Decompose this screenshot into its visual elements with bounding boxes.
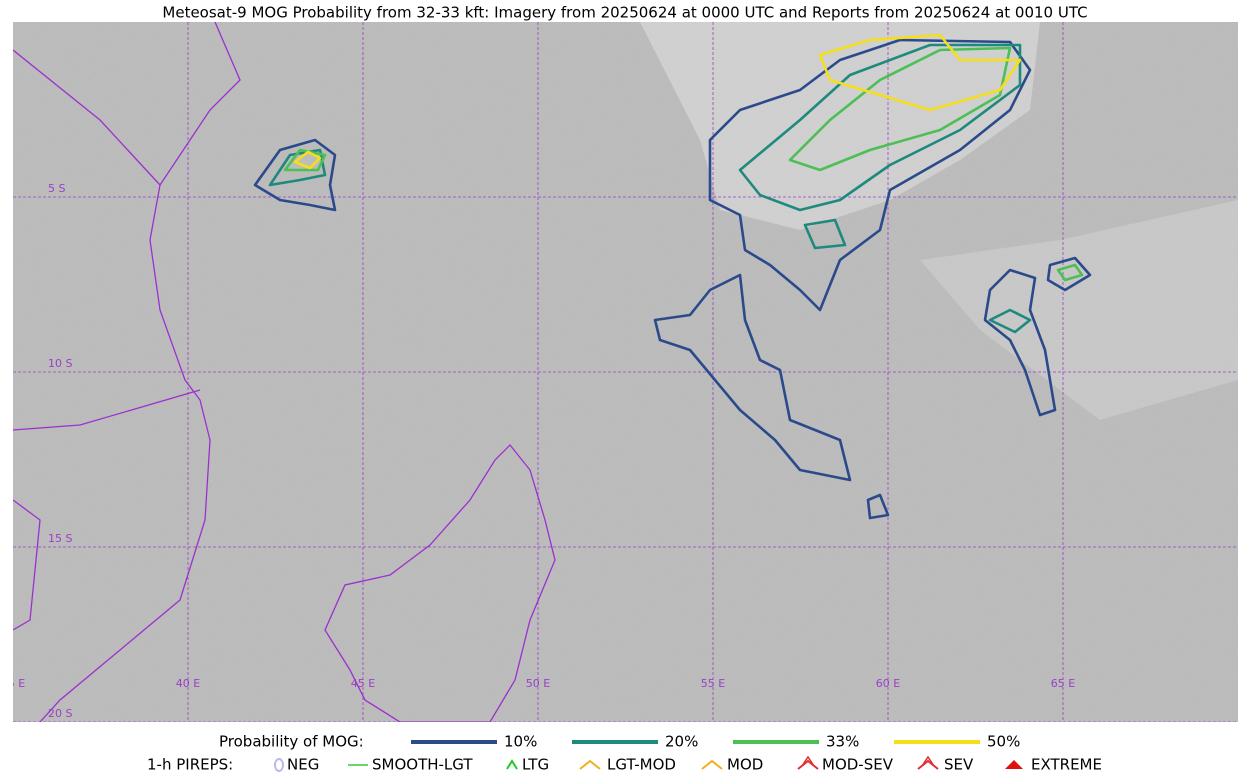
legend-label: SMOOTH-LGT — [372, 756, 473, 774]
coastline — [324, 444, 556, 722]
contour — [708, 38, 1032, 312]
border — [13, 389, 201, 631]
contour — [788, 46, 1012, 172]
lon-label: 35 E — [1, 677, 25, 690]
legend: Probability of MOG: 10% 20% 33% 50% 1-h PIREP… — [147, 733, 1102, 774]
coastline — [159, 22, 241, 186]
lat-label: 5 S — [48, 182, 65, 195]
legend-icon — [1005, 760, 1023, 769]
legend-icon — [917, 759, 939, 770]
legend-label: 50% — [987, 733, 1020, 751]
contour — [983, 268, 1057, 417]
legend-label: NEG — [287, 756, 319, 774]
map: 5 S 10 S 15 S 20 S 35 E 40 E 45 E 50 E 55 E 60 E… — [1, 22, 1238, 722]
lon-label: 65 E — [1051, 677, 1075, 690]
legend-icon — [506, 759, 518, 770]
title: Meteosat-9 MOG Probability from 32-33 kf… — [162, 4, 1087, 22]
contour — [988, 308, 1032, 334]
cloud — [920, 200, 1238, 420]
contour — [653, 273, 852, 482]
legend-label: 20% — [665, 733, 698, 751]
legend-icon — [801, 755, 815, 767]
legend-icon — [274, 758, 284, 772]
legend-label: EXTREME — [1031, 756, 1102, 774]
contour — [1046, 256, 1092, 292]
legend-label: MOD-SEV — [822, 756, 894, 774]
legend-title: Probability of MOG: — [219, 733, 364, 751]
contour — [283, 148, 327, 172]
lon-label: 50 E — [526, 677, 550, 690]
contour — [818, 33, 1022, 112]
lon-label: 55 E — [701, 677, 725, 690]
cloud — [640, 22, 1040, 230]
legend-label: SEV — [944, 756, 974, 774]
legend-icon — [579, 759, 601, 770]
legend-label: LGT-MOD — [607, 756, 676, 774]
contour — [803, 218, 847, 250]
legend-label: 10% — [504, 733, 537, 751]
lon-label: 40 E — [176, 677, 200, 690]
legend-icon — [921, 755, 935, 767]
contour — [253, 138, 337, 212]
legend-label: LTG — [522, 756, 549, 774]
lat-label: 15 S — [48, 532, 72, 545]
lon-label: 60 E — [876, 677, 900, 690]
legend-icon — [797, 759, 819, 770]
contour — [293, 150, 322, 170]
lat-label: 20 S — [48, 707, 72, 720]
lat-label: 10 S — [48, 357, 72, 370]
legend-icon — [701, 759, 723, 770]
contour — [1056, 263, 1084, 282]
legend-title: 1-h PIREPS: — [147, 756, 233, 774]
contour — [866, 493, 890, 520]
lon-label: 45 E — [351, 677, 375, 690]
legend-label: MOD — [727, 756, 763, 774]
legend-label: 33% — [826, 733, 859, 751]
